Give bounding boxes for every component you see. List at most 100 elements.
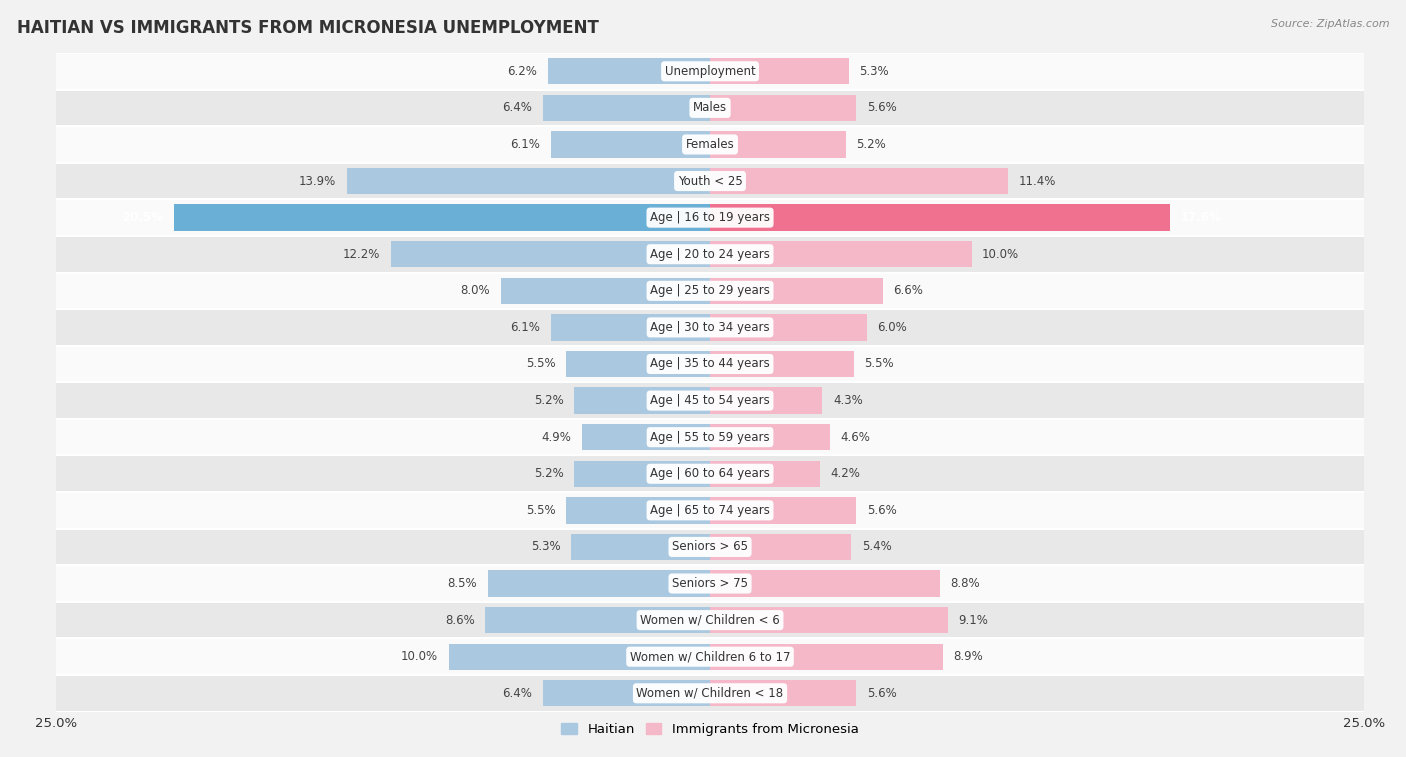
Text: Age | 55 to 59 years: Age | 55 to 59 years — [650, 431, 770, 444]
Bar — [582, 424, 710, 450]
Text: 11.4%: 11.4% — [1018, 175, 1056, 188]
Bar — [56, 456, 1364, 492]
Text: 5.2%: 5.2% — [534, 467, 564, 480]
Bar — [56, 89, 1364, 126]
Text: Age | 60 to 64 years: Age | 60 to 64 years — [650, 467, 770, 480]
Bar — [710, 388, 823, 414]
Bar — [710, 497, 856, 524]
Bar — [710, 534, 851, 560]
Text: 5.6%: 5.6% — [868, 687, 897, 699]
Bar — [56, 273, 1364, 309]
Text: 6.1%: 6.1% — [510, 138, 540, 151]
Text: Source: ZipAtlas.com: Source: ZipAtlas.com — [1271, 19, 1389, 29]
Bar — [710, 314, 868, 341]
Text: 12.2%: 12.2% — [343, 248, 381, 260]
Bar — [571, 534, 710, 560]
Bar — [56, 675, 1364, 712]
Text: 5.2%: 5.2% — [534, 394, 564, 407]
Bar — [56, 236, 1364, 273]
Text: 8.0%: 8.0% — [461, 285, 491, 298]
Bar — [710, 168, 1008, 195]
Text: 6.2%: 6.2% — [508, 65, 537, 78]
Bar — [56, 528, 1364, 565]
Bar — [346, 168, 710, 195]
Text: 8.9%: 8.9% — [953, 650, 983, 663]
Text: Unemployment: Unemployment — [665, 65, 755, 78]
Text: 5.6%: 5.6% — [868, 101, 897, 114]
Bar — [710, 570, 941, 597]
Bar — [174, 204, 710, 231]
Bar — [710, 680, 856, 706]
Text: 5.5%: 5.5% — [526, 357, 555, 370]
Text: Youth < 25: Youth < 25 — [678, 175, 742, 188]
Text: Age | 16 to 19 years: Age | 16 to 19 years — [650, 211, 770, 224]
Text: 6.1%: 6.1% — [510, 321, 540, 334]
Bar — [56, 199, 1364, 236]
Text: Age | 45 to 54 years: Age | 45 to 54 years — [650, 394, 770, 407]
Text: 4.9%: 4.9% — [541, 431, 571, 444]
Text: Age | 65 to 74 years: Age | 65 to 74 years — [650, 504, 770, 517]
Text: Women w/ Children 6 to 17: Women w/ Children 6 to 17 — [630, 650, 790, 663]
Text: Seniors > 75: Seniors > 75 — [672, 577, 748, 590]
Bar — [543, 95, 710, 121]
Bar — [56, 53, 1364, 89]
Bar — [710, 131, 846, 157]
Text: HAITIAN VS IMMIGRANTS FROM MICRONESIA UNEMPLOYMENT: HAITIAN VS IMMIGRANTS FROM MICRONESIA UN… — [17, 19, 599, 37]
Bar — [710, 58, 849, 85]
Bar — [551, 131, 710, 157]
Text: 4.3%: 4.3% — [832, 394, 863, 407]
Text: 13.9%: 13.9% — [299, 175, 336, 188]
Text: Seniors > 65: Seniors > 65 — [672, 540, 748, 553]
Bar — [710, 350, 853, 377]
Bar — [710, 241, 972, 267]
Bar — [56, 382, 1364, 419]
Text: 9.1%: 9.1% — [959, 614, 988, 627]
Bar — [488, 570, 710, 597]
Text: 5.5%: 5.5% — [526, 504, 555, 517]
Bar — [551, 314, 710, 341]
Bar — [710, 204, 1170, 231]
Bar — [56, 346, 1364, 382]
Text: 5.6%: 5.6% — [868, 504, 897, 517]
Text: 8.5%: 8.5% — [447, 577, 477, 590]
Text: Age | 20 to 24 years: Age | 20 to 24 years — [650, 248, 770, 260]
Text: 6.6%: 6.6% — [893, 285, 922, 298]
Bar — [56, 602, 1364, 638]
Text: 5.2%: 5.2% — [856, 138, 886, 151]
Bar — [543, 680, 710, 706]
Bar — [710, 278, 883, 304]
Text: Males: Males — [693, 101, 727, 114]
Text: Females: Females — [686, 138, 734, 151]
Bar — [548, 58, 710, 85]
Text: 10.0%: 10.0% — [401, 650, 439, 663]
Text: 6.0%: 6.0% — [877, 321, 907, 334]
Bar — [391, 241, 710, 267]
Bar — [574, 388, 710, 414]
Text: 5.3%: 5.3% — [531, 540, 561, 553]
Bar — [56, 419, 1364, 456]
Bar — [710, 95, 856, 121]
Bar — [56, 638, 1364, 675]
Text: Women w/ Children < 6: Women w/ Children < 6 — [640, 614, 780, 627]
Bar — [710, 424, 831, 450]
Text: 10.0%: 10.0% — [981, 248, 1019, 260]
Text: 6.4%: 6.4% — [502, 687, 533, 699]
Text: 8.6%: 8.6% — [444, 614, 475, 627]
Bar — [567, 497, 710, 524]
Bar — [485, 607, 710, 634]
Text: Age | 30 to 34 years: Age | 30 to 34 years — [650, 321, 770, 334]
Text: 5.3%: 5.3% — [859, 65, 889, 78]
Bar — [710, 643, 943, 670]
Bar — [710, 460, 820, 487]
Text: 20.5%: 20.5% — [122, 211, 163, 224]
Bar — [56, 163, 1364, 199]
Text: Age | 35 to 44 years: Age | 35 to 44 years — [650, 357, 770, 370]
Legend: Haitian, Immigrants from Micronesia: Haitian, Immigrants from Micronesia — [555, 717, 865, 741]
Text: 5.5%: 5.5% — [865, 357, 894, 370]
Text: 8.8%: 8.8% — [950, 577, 980, 590]
Text: 4.2%: 4.2% — [831, 467, 860, 480]
Text: 17.6%: 17.6% — [1181, 211, 1222, 224]
Bar — [449, 643, 710, 670]
Bar — [574, 460, 710, 487]
Bar — [56, 126, 1364, 163]
